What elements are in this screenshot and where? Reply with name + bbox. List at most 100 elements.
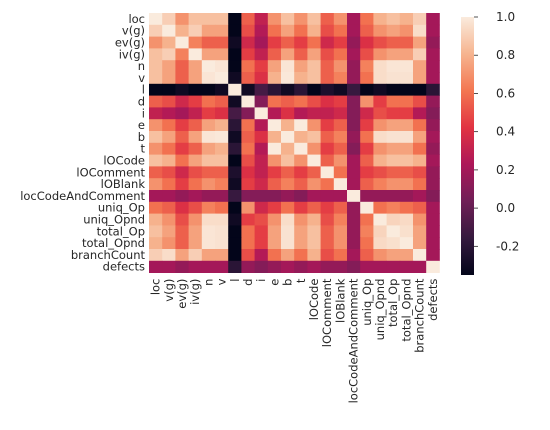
heatmap-cell bbox=[241, 190, 255, 203]
heatmap-cell bbox=[188, 201, 203, 214]
y-tick-labels: locv(g)ev(g)iv(g)nvldiebtlOCodelOComment… bbox=[20, 12, 145, 274]
heatmap-cell bbox=[426, 107, 440, 120]
heatmap-cell bbox=[294, 13, 308, 26]
heatmap-cell bbox=[333, 48, 348, 61]
x-tick-label: i bbox=[254, 279, 268, 282]
heatmap-cell bbox=[307, 72, 321, 85]
y-tick-label: v(g) bbox=[122, 24, 145, 38]
heatmap-cell bbox=[386, 131, 401, 144]
heatmap-cell bbox=[373, 72, 387, 85]
y-tick-label: uniq_Opnd bbox=[83, 213, 145, 227]
heatmap-cell bbox=[228, 142, 242, 155]
heatmap-cell bbox=[360, 249, 374, 262]
x-tick-label: uniq_Opnd bbox=[373, 279, 387, 341]
heatmap-cell bbox=[281, 142, 295, 155]
heatmap-cell bbox=[175, 131, 189, 144]
heatmap-cell bbox=[426, 72, 440, 85]
heatmap-cell bbox=[320, 225, 335, 238]
heatmap-cell bbox=[188, 48, 203, 61]
heatmap-cell bbox=[175, 201, 189, 214]
heatmap-cell bbox=[413, 178, 427, 191]
heatmap-cell bbox=[149, 142, 163, 155]
heatmap-cell bbox=[162, 119, 176, 132]
heatmap-cell bbox=[347, 60, 361, 73]
heatmap-cell bbox=[162, 48, 176, 61]
heatmap-cell bbox=[320, 260, 335, 273]
heatmap-cell bbox=[426, 83, 440, 96]
heatmap-cell bbox=[175, 48, 189, 61]
heatmap-cell bbox=[347, 154, 361, 167]
heatmap-cell bbox=[175, 260, 189, 273]
x-tick-label: total_Op bbox=[386, 279, 400, 327]
heatmap-cell bbox=[228, 166, 242, 179]
x-tick-label: t bbox=[294, 278, 308, 283]
heatmap-cell bbox=[360, 60, 374, 73]
heatmap-cell bbox=[281, 178, 295, 191]
heatmap-cell bbox=[175, 119, 189, 132]
heatmap-cell bbox=[215, 36, 229, 49]
heatmap-cell bbox=[149, 95, 163, 108]
heatmap-cell bbox=[254, 107, 269, 120]
heatmap-cell bbox=[162, 142, 176, 155]
heatmap-cell bbox=[228, 201, 242, 214]
heatmap-cell bbox=[426, 24, 440, 37]
heatmap-cell bbox=[228, 190, 242, 203]
heatmap-cell bbox=[333, 154, 348, 167]
heatmap-cell bbox=[333, 107, 348, 120]
heatmap-cell bbox=[215, 48, 229, 61]
y-tick-label: lOCode bbox=[103, 154, 145, 168]
heatmap-cell bbox=[201, 190, 216, 203]
heatmap-cell bbox=[241, 260, 255, 273]
heatmap-cell bbox=[347, 48, 361, 61]
heatmap-cell bbox=[360, 225, 374, 238]
heatmap-cell bbox=[201, 237, 216, 250]
heatmap-cell bbox=[307, 131, 321, 144]
heatmap-cell bbox=[162, 213, 176, 226]
heatmap-cell bbox=[307, 178, 321, 191]
heatmap-cell bbox=[175, 107, 189, 120]
heatmap-cell bbox=[228, 36, 242, 49]
heatmap-cell bbox=[254, 249, 269, 262]
heatmap-cell bbox=[188, 119, 203, 132]
heatmap-cell bbox=[307, 237, 321, 250]
heatmap-cell bbox=[294, 166, 308, 179]
heatmap-cell bbox=[215, 213, 229, 226]
heatmap-cell bbox=[267, 24, 282, 37]
heatmap-cell bbox=[373, 142, 387, 155]
heatmap-cell bbox=[175, 154, 189, 167]
heatmap-cell bbox=[426, 249, 440, 262]
heatmap-cell bbox=[267, 107, 282, 120]
heatmap-cell bbox=[281, 60, 295, 73]
heatmap-cell bbox=[228, 48, 242, 61]
heatmap-cell bbox=[228, 119, 242, 132]
heatmap-cell bbox=[347, 72, 361, 85]
heatmap-cell bbox=[426, 36, 440, 49]
heatmap-cell bbox=[162, 131, 176, 144]
heatmap-cell bbox=[294, 107, 308, 120]
heatmap-cell bbox=[149, 72, 163, 85]
heatmap-cell bbox=[320, 166, 335, 179]
heatmap-cell bbox=[175, 24, 189, 37]
heatmap-cell bbox=[347, 213, 361, 226]
heatmap-cell bbox=[426, 154, 440, 167]
heatmap-cell bbox=[386, 142, 401, 155]
heatmap-cell bbox=[215, 201, 229, 214]
heatmap-cell bbox=[307, 24, 321, 37]
heatmap-cell bbox=[333, 249, 348, 262]
heatmap-cell bbox=[215, 107, 229, 120]
heatmap-cell bbox=[426, 119, 440, 132]
heatmap-cell bbox=[347, 237, 361, 250]
heatmap-cell bbox=[386, 154, 401, 167]
heatmap-cell bbox=[254, 237, 269, 250]
heatmap-cell bbox=[241, 13, 255, 26]
heatmap-cell bbox=[254, 24, 269, 37]
heatmap-cell bbox=[360, 119, 374, 132]
heatmap-cell bbox=[320, 201, 335, 214]
heatmap-cell bbox=[241, 72, 255, 85]
heatmap-cell bbox=[413, 24, 427, 37]
heatmap-cell bbox=[373, 83, 387, 96]
heatmap-cell bbox=[281, 119, 295, 132]
heatmap-cell bbox=[413, 107, 427, 120]
heatmap-cell bbox=[188, 142, 203, 155]
heatmap-cell bbox=[201, 24, 216, 37]
